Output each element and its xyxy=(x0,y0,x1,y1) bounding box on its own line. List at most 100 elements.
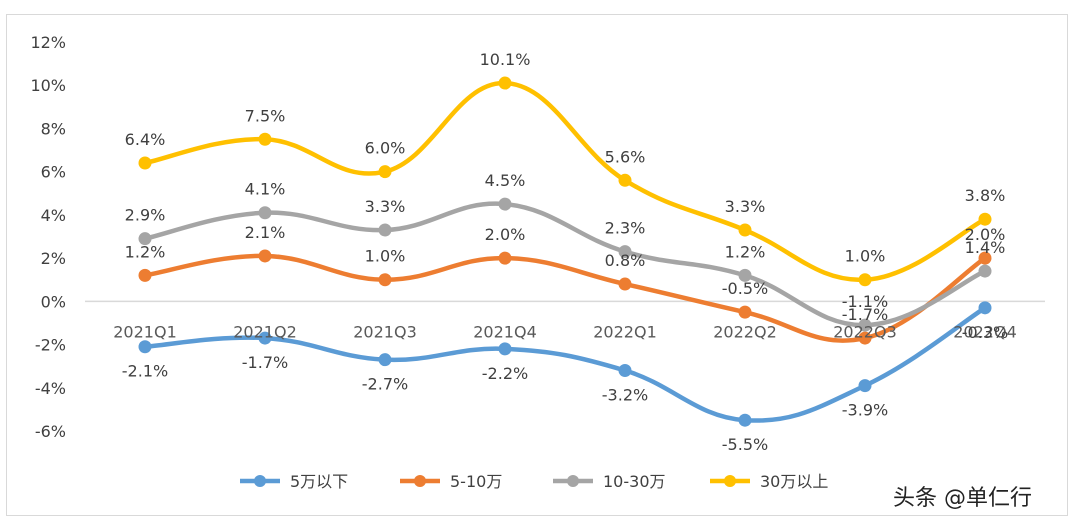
data-point xyxy=(738,268,752,282)
data-point xyxy=(138,268,152,282)
legend-swatch-marker xyxy=(567,475,579,487)
data-point xyxy=(738,413,752,427)
y-tick-label: -4% xyxy=(35,379,66,398)
legend-swatch-marker xyxy=(724,475,736,487)
y-tick-label: 4% xyxy=(41,206,66,225)
data-point xyxy=(378,353,392,367)
data-label: 2.9% xyxy=(125,206,166,225)
legend-swatch-marker xyxy=(254,475,266,487)
data-point xyxy=(498,342,512,356)
data-label: 0.8% xyxy=(605,251,646,270)
data-label: 3.3% xyxy=(725,197,766,216)
x-tick-label: 2021Q4 xyxy=(473,322,537,341)
x-tick-label: 2022Q4 xyxy=(953,322,1017,341)
legend-label: 5-10万 xyxy=(450,472,502,491)
data-label: -2.7% xyxy=(362,375,408,394)
data-point xyxy=(498,76,512,90)
data-point xyxy=(258,132,272,146)
series-line xyxy=(142,305,988,423)
data-point xyxy=(738,305,752,319)
data-point xyxy=(738,223,752,237)
y-tick-label: 2% xyxy=(41,249,66,268)
data-point xyxy=(618,173,632,187)
data-point xyxy=(978,212,992,226)
data-point xyxy=(138,156,152,170)
data-label: -3.9% xyxy=(842,401,888,420)
data-label: 1.0% xyxy=(365,247,406,266)
legend-label: 30万以上 xyxy=(760,472,828,491)
data-point xyxy=(978,301,992,315)
data-label: -1.7% xyxy=(242,353,288,372)
data-point xyxy=(378,223,392,237)
legend: 5万以下 5-10万 10-30万 30万以上 xyxy=(240,472,828,491)
data-label: -2.2% xyxy=(482,364,528,383)
data-label-layer: -2.1% -1.7% -2.7% -2.2% -3.2% -5.5% -3.9% -0.3%… xyxy=(122,50,1008,454)
x-tick-label: 2022Q3 xyxy=(833,322,897,341)
data-label: 2.1% xyxy=(245,223,286,242)
y-tick-label: 0% xyxy=(41,292,66,311)
y-tick-label: 8% xyxy=(41,119,66,138)
data-label: 4.5% xyxy=(485,171,526,190)
legend-label: 5万以下 xyxy=(290,472,348,491)
data-point xyxy=(858,379,872,393)
data-point xyxy=(978,264,992,278)
data-label: -5.5% xyxy=(722,435,768,454)
data-label: 1.2% xyxy=(125,242,166,261)
y-tick-label: 10% xyxy=(30,76,66,95)
data-label: 1.2% xyxy=(725,242,766,261)
data-label: 5.6% xyxy=(605,147,646,166)
data-point xyxy=(258,249,272,263)
data-label: 1.4% xyxy=(965,238,1006,257)
y-tick-label: -6% xyxy=(35,422,66,441)
data-point xyxy=(258,331,272,345)
legend-item: 30万以上 xyxy=(710,472,828,491)
data-point xyxy=(498,251,512,265)
x-tick-label: 2022Q2 xyxy=(713,322,777,341)
data-label: 6.0% xyxy=(365,139,406,158)
legend-label: 10-30万 xyxy=(603,472,666,491)
legend-item: 5-10万 xyxy=(400,472,502,491)
data-label: 2.0% xyxy=(965,225,1006,244)
data-label: -0.3% xyxy=(962,323,1008,342)
data-label: -1.7% xyxy=(842,305,888,324)
chart-frame xyxy=(6,14,1068,516)
data-label: 4.1% xyxy=(245,180,286,199)
y-tick-label: 6% xyxy=(41,163,66,182)
data-label: 2.0% xyxy=(485,225,526,244)
x-tick-label: 2021Q1 xyxy=(113,322,177,341)
data-label: 3.8% xyxy=(965,186,1006,205)
data-label: 7.5% xyxy=(245,106,286,125)
data-label: 6.4% xyxy=(125,130,166,149)
data-point xyxy=(378,273,392,287)
legend-item: 5万以下 xyxy=(240,472,348,491)
y-tick-label: 12% xyxy=(30,33,66,52)
data-point xyxy=(138,340,152,354)
data-point xyxy=(858,273,872,287)
legend-item: 10-30万 xyxy=(553,472,666,491)
data-point xyxy=(618,245,632,259)
data-label: -1.1% xyxy=(842,292,888,311)
data-label: 3.3% xyxy=(365,197,406,216)
data-point xyxy=(978,251,992,265)
data-label: -0.5% xyxy=(722,279,768,298)
data-label: 1.0% xyxy=(845,247,886,266)
x-tick-layer: 2021Q1 2021Q2 2021Q3 2021Q4 2022Q1 2022Q2 2022… xyxy=(113,322,1017,341)
series-10-30万 xyxy=(138,197,992,332)
series-layer xyxy=(138,76,992,427)
data-point xyxy=(378,165,392,179)
watermark-text: 头条 @单仁行 xyxy=(893,486,1032,511)
data-point xyxy=(138,232,152,246)
y-tick-label: -2% xyxy=(35,336,66,355)
data-point xyxy=(618,363,632,377)
data-point xyxy=(858,331,872,345)
x-tick-label: 2021Q2 xyxy=(233,322,297,341)
data-label: -2.1% xyxy=(122,362,168,381)
data-point xyxy=(618,277,632,291)
series-5万以下 xyxy=(138,301,992,427)
legend-swatch-marker xyxy=(414,475,426,487)
x-tick-label: 2021Q3 xyxy=(353,322,417,341)
x-tick-label: 2022Q1 xyxy=(593,322,657,341)
data-label: -3.2% xyxy=(602,385,648,404)
data-point xyxy=(498,197,512,211)
